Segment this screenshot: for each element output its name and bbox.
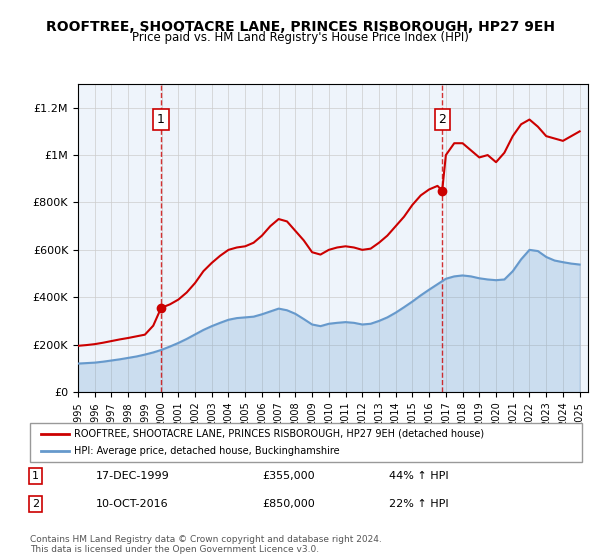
Text: Contains HM Land Registry data © Crown copyright and database right 2024.
This d: Contains HM Land Registry data © Crown c…	[30, 535, 382, 554]
Text: Price paid vs. HM Land Registry's House Price Index (HPI): Price paid vs. HM Land Registry's House …	[131, 31, 469, 44]
Text: 22% ↑ HPI: 22% ↑ HPI	[389, 499, 448, 509]
Text: 1: 1	[32, 471, 39, 481]
Text: 2: 2	[32, 499, 39, 509]
Text: £850,000: £850,000	[262, 499, 314, 509]
Text: 17-DEC-1999: 17-DEC-1999	[96, 471, 170, 481]
Text: 44% ↑ HPI: 44% ↑ HPI	[389, 471, 448, 481]
Text: 10-OCT-2016: 10-OCT-2016	[96, 499, 169, 509]
Text: HPI: Average price, detached house, Buckinghamshire: HPI: Average price, detached house, Buck…	[74, 446, 340, 456]
Text: ROOFTREE, SHOOTACRE LANE, PRINCES RISBOROUGH, HP27 9EH (detached house): ROOFTREE, SHOOTACRE LANE, PRINCES RISBOR…	[74, 429, 484, 439]
Text: ROOFTREE, SHOOTACRE LANE, PRINCES RISBOROUGH, HP27 9EH: ROOFTREE, SHOOTACRE LANE, PRINCES RISBOR…	[46, 20, 554, 34]
FancyBboxPatch shape	[30, 423, 582, 462]
Text: £355,000: £355,000	[262, 471, 314, 481]
Text: 1: 1	[157, 113, 165, 126]
Text: 2: 2	[438, 113, 446, 126]
